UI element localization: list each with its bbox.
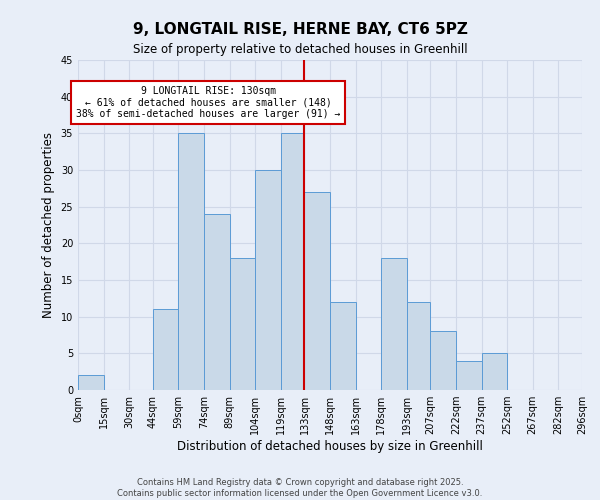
Bar [407, 302, 430, 390]
Bar [204, 214, 230, 390]
Bar [153, 310, 178, 390]
Y-axis label: Number of detached properties: Number of detached properties [42, 132, 55, 318]
Text: Size of property relative to detached houses in Greenhill: Size of property relative to detached ho… [133, 42, 467, 56]
Bar [255, 170, 281, 390]
Bar [304, 192, 330, 390]
Text: Contains HM Land Registry data © Crown copyright and database right 2025.
Contai: Contains HM Land Registry data © Crown c… [118, 478, 482, 498]
Bar [381, 258, 407, 390]
Text: 9 LONGTAIL RISE: 130sqm
← 61% of detached houses are smaller (148)
38% of semi-d: 9 LONGTAIL RISE: 130sqm ← 61% of detache… [76, 86, 340, 119]
X-axis label: Distribution of detached houses by size in Greenhill: Distribution of detached houses by size … [177, 440, 483, 453]
Bar [281, 134, 304, 390]
Bar [178, 134, 204, 390]
Bar [482, 354, 507, 390]
Bar [456, 360, 482, 390]
Bar [230, 258, 255, 390]
Text: 9, LONGTAIL RISE, HERNE BAY, CT6 5PZ: 9, LONGTAIL RISE, HERNE BAY, CT6 5PZ [133, 22, 467, 38]
Bar [330, 302, 356, 390]
Bar [430, 332, 456, 390]
Bar [78, 376, 104, 390]
